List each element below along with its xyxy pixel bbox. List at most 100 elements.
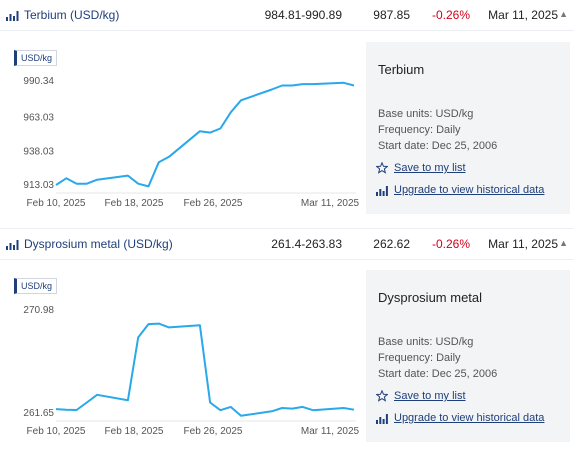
- last-date: Mar 11, 2025: [488, 237, 558, 251]
- data-point: [199, 130, 201, 132]
- terbium-info-panel: Terbium Base units: USD/kg Frequency: Da…: [366, 42, 570, 214]
- data-point: [168, 326, 170, 328]
- bar-chart-icon: [6, 239, 19, 250]
- dysprosium-info-panel: Dysprosium metal Base units: USD/kg Freq…: [366, 270, 570, 442]
- star-icon: [376, 390, 388, 402]
- data-point: [301, 406, 303, 408]
- last-price: 262.62: [373, 237, 410, 251]
- chevron-up-icon[interactable]: ▲: [559, 9, 568, 19]
- data-point: [230, 406, 232, 408]
- data-point: [271, 88, 273, 90]
- bar-chart-icon: [376, 413, 388, 424]
- data-point: [158, 161, 160, 163]
- upgrade-link[interactable]: Upgrade to view historical data: [376, 184, 544, 196]
- y-tick-label: 938.03: [23, 146, 54, 157]
- save-to-list-link[interactable]: Save to my list: [376, 162, 466, 174]
- last-price: 987.85: [373, 8, 410, 22]
- data-point: [312, 409, 314, 411]
- data-point: [75, 183, 77, 185]
- star-icon: [376, 162, 388, 174]
- data-point: [65, 177, 67, 179]
- data-point: [137, 183, 139, 185]
- unit-tag: USD/kg: [14, 50, 58, 66]
- x-tick-label: Feb 18, 2025: [105, 426, 164, 437]
- y-tick-label: 963.03: [23, 113, 54, 124]
- data-point: [209, 131, 211, 133]
- data-point: [281, 407, 283, 409]
- y-tick-label: 270.98: [23, 305, 54, 316]
- data-point: [219, 127, 221, 129]
- data-point: [96, 179, 98, 181]
- bar-chart-icon: [6, 10, 19, 21]
- terbium-chart: USD/kg 990.34 963.03 938.03 913.03 Feb 10, 2…: [6, 42, 361, 214]
- base-units: Base units: USD/kg: [378, 336, 474, 348]
- upgrade-link[interactable]: Upgrade to view historical data: [376, 412, 544, 424]
- x-tick-label: Feb 26, 2025: [184, 426, 243, 437]
- x-tick-label: Mar 11, 2025: [301, 426, 360, 437]
- data-point: [343, 82, 345, 84]
- data-point: [55, 408, 57, 410]
- data-point: [75, 409, 77, 411]
- frequency: Frequency: Daily: [378, 352, 461, 364]
- panel-title: Terbium: [378, 62, 425, 77]
- data-point: [168, 156, 170, 158]
- panel-title: Dysprosium metal: [378, 290, 483, 305]
- data-point: [343, 407, 345, 409]
- data-point: [86, 183, 88, 185]
- data-point: [240, 99, 242, 101]
- data-row-terbium[interactable]: Terbium (USD/kg) 984.81-990.89 987.85 -0…: [0, 0, 574, 31]
- change-percent: -0.26%: [431, 8, 470, 22]
- base-units: Base units: USD/kg: [378, 108, 474, 120]
- data-point: [147, 323, 149, 325]
- data-point: [219, 409, 221, 411]
- y-tick-label: 990.34: [23, 76, 54, 87]
- row-name[interactable]: Terbium (USD/kg): [6, 8, 119, 22]
- data-row-dysprosium[interactable]: Dysprosium metal (USD/kg) 261.4-263.83 2…: [0, 228, 574, 260]
- chevron-up-icon[interactable]: ▲: [559, 238, 568, 248]
- data-point: [271, 410, 273, 412]
- data-point: [147, 185, 149, 187]
- y-tick-label: 913.03: [23, 180, 54, 191]
- terbium-line-chart: 990.34 963.03 938.03 913.03 Feb 10, 2025 Feb …: [23, 76, 360, 209]
- dysprosium-chart: USD/kg 270.98 261.65 Feb 10, 2025 Feb 18, 2…: [6, 270, 361, 442]
- data-point: [127, 399, 129, 401]
- start-date: Start date: Dec 25, 2006: [378, 368, 498, 380]
- price-series-line: [55, 81, 355, 188]
- data-point: [230, 111, 232, 113]
- data-point: [291, 84, 293, 86]
- price-range: 984.81-990.89: [264, 8, 342, 22]
- bar-chart-icon: [376, 185, 388, 196]
- data-point: [353, 84, 355, 86]
- data-point: [199, 324, 201, 326]
- price-series-line: [55, 322, 355, 417]
- row-name[interactable]: Dysprosium metal (USD/kg): [6, 237, 173, 251]
- save-to-list-link[interactable]: Save to my list: [376, 390, 466, 402]
- data-point: [137, 336, 139, 338]
- data-point: [86, 401, 88, 403]
- data-point: [209, 401, 211, 403]
- data-point: [281, 84, 283, 86]
- data-point: [96, 394, 98, 396]
- x-tick-label: Feb 26, 2025: [184, 198, 243, 209]
- data-point: [158, 322, 160, 324]
- y-tick-label: 261.65: [23, 408, 54, 419]
- change-percent: -0.26%: [431, 237, 470, 251]
- data-point: [312, 83, 314, 85]
- x-tick-label: Feb 18, 2025: [105, 198, 164, 209]
- x-tick-label: Feb 10, 2025: [27, 198, 86, 209]
- row-name-label: Dysprosium metal (USD/kg): [24, 237, 173, 251]
- frequency: Frequency: Daily: [378, 124, 461, 136]
- data-point: [353, 409, 355, 411]
- data-point: [240, 415, 242, 417]
- data-point: [127, 174, 129, 176]
- data-point: [65, 409, 67, 411]
- start-date: Start date: Dec 25, 2006: [378, 140, 498, 152]
- unit-tag: USD/kg: [14, 278, 58, 294]
- data-point: [301, 83, 303, 85]
- x-tick-label: Mar 11, 2025: [301, 198, 360, 209]
- price-range: 261.4-263.83: [271, 237, 342, 251]
- x-tick-label: Feb 10, 2025: [27, 426, 86, 437]
- dysprosium-line-chart: 270.98 261.65 Feb 10, 2025 Feb 18, 2025 Feb …: [23, 305, 360, 437]
- data-point: [55, 184, 57, 186]
- row-name-label: Terbium (USD/kg): [24, 8, 120, 22]
